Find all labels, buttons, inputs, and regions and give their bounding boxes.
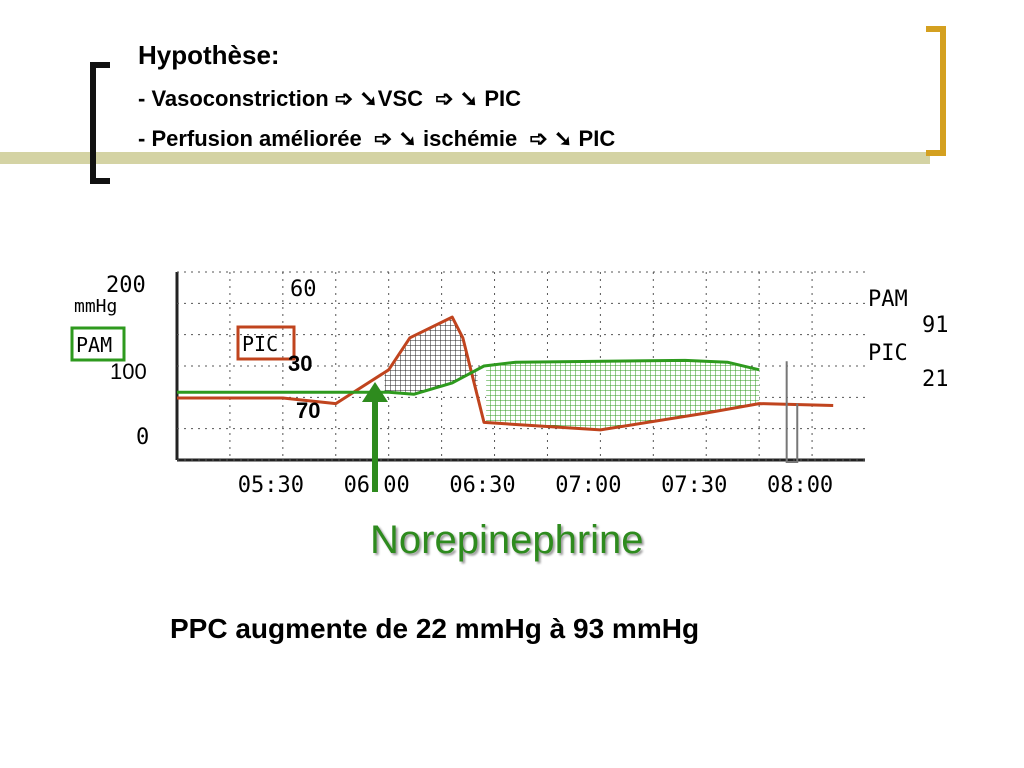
series-line-pic (177, 315, 834, 432)
chart-container: 200 mmHg 0 60 PAM PIC PAM 91 PIC 21 100 … (70, 260, 970, 522)
decorative-band (0, 152, 930, 164)
pam-above-pic-area (486, 360, 760, 430)
filled-areas (384, 317, 760, 430)
legend-pic-value: 21 (922, 367, 949, 392)
series-line-pam (177, 358, 760, 396)
hypothesis-line-1: - Vasoconstriction ➩ ➘VSC ➩ ➘ PIC (138, 86, 522, 111)
legend-pam-name: PAM (868, 287, 908, 312)
right-bracket (926, 26, 946, 156)
series-lines (177, 315, 834, 463)
pressure-chart: 200 mmHg 0 60 PAM PIC PAM 91 PIC 21 100 … (70, 271, 949, 498)
x-tick-label: 08:00 (767, 473, 833, 498)
legend-pam-value: 91 (922, 313, 949, 338)
slide-title: Hypothèse: (138, 40, 280, 70)
y-tick-label-200: 200 (106, 273, 146, 298)
y-tick-label-0: 0 (136, 425, 149, 450)
legend-pic-name: PIC (868, 341, 908, 366)
norepinephrine-arrow-head (362, 382, 388, 402)
conclusion-text: PPC augmente de 22 mmHg à 93 mmHg (170, 613, 700, 644)
pic-left-label: PIC (242, 332, 278, 356)
signal-artifact (785, 361, 799, 463)
x-tick-label: 07:00 (555, 473, 621, 498)
x-tick-label: 06:30 (449, 473, 515, 498)
annotation-pic-peak: 30 (288, 351, 312, 376)
x-tick-label: 07:30 (661, 473, 727, 498)
norepinephrine-label: Norepinephrine (370, 518, 644, 562)
hypothesis-line-2: - Perfusion améliorée ➩ ➘ ischémie ➩ ➘ P… (138, 126, 616, 151)
pic-above-pam-area (384, 317, 478, 397)
annotation-pam-level: 100 (110, 359, 147, 384)
pam-left-label: PAM (76, 333, 112, 357)
x-tick-label: 05:30 (238, 473, 304, 498)
annotation-pam-low: 70 (296, 398, 320, 423)
pam-label-box (70, 326, 126, 362)
left-bracket (90, 62, 110, 184)
y-unit-label: mmHg (74, 296, 117, 317)
pic-label-box (236, 325, 296, 361)
pic-scale-label: 60 (290, 277, 317, 302)
